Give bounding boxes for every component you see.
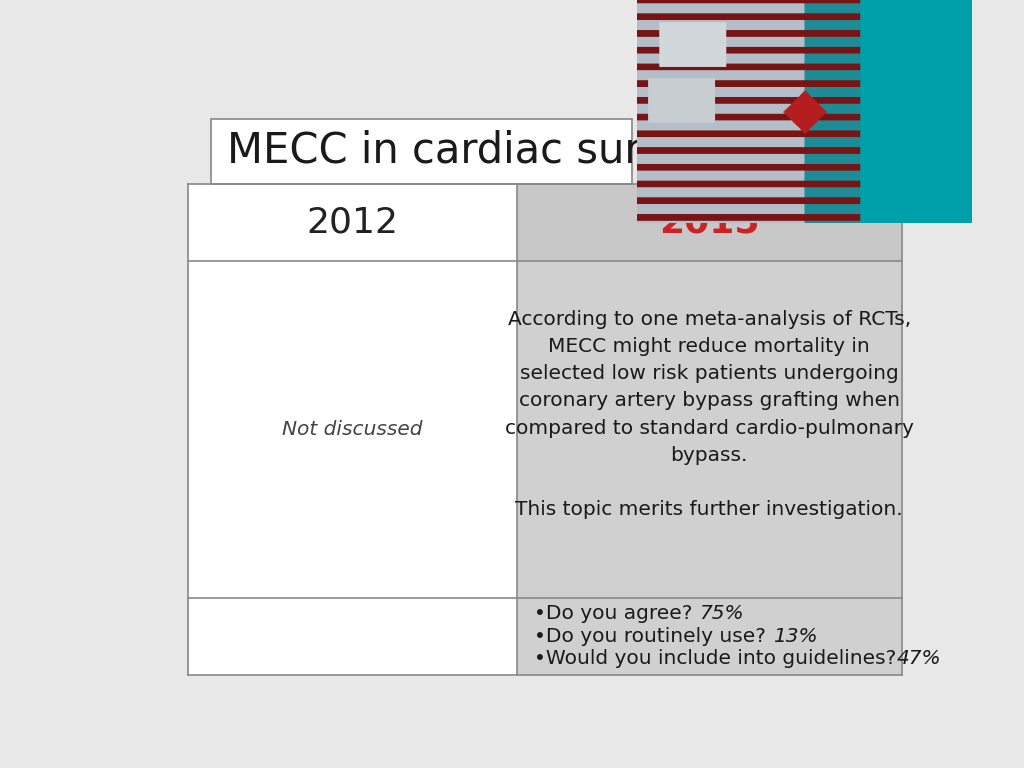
Text: 75%: 75% [699, 604, 743, 624]
Text: According to one meta-analysis of RCTs,
MECC might reduce mortality in
selected : According to one meta-analysis of RCTs, … [505, 310, 913, 519]
FancyBboxPatch shape [187, 260, 517, 598]
FancyBboxPatch shape [211, 119, 632, 184]
Text: •Do you agree?: •Do you agree? [535, 604, 699, 624]
FancyBboxPatch shape [128, 92, 922, 684]
Text: 2012: 2012 [306, 205, 398, 240]
FancyBboxPatch shape [517, 260, 902, 598]
Text: MECC in cardiac surgery: MECC in cardiac surgery [227, 131, 734, 172]
FancyBboxPatch shape [517, 184, 902, 260]
FancyBboxPatch shape [517, 598, 902, 674]
FancyBboxPatch shape [187, 598, 517, 674]
Text: 2015: 2015 [659, 205, 760, 240]
Text: •Do you routinely use?: •Do you routinely use? [535, 627, 772, 646]
Text: 47%: 47% [897, 649, 941, 668]
FancyBboxPatch shape [187, 184, 517, 260]
Text: 13%: 13% [772, 627, 817, 646]
Text: Not discussed: Not discussed [282, 420, 423, 439]
Text: •Would you include into guidelines?: •Would you include into guidelines? [535, 649, 897, 668]
